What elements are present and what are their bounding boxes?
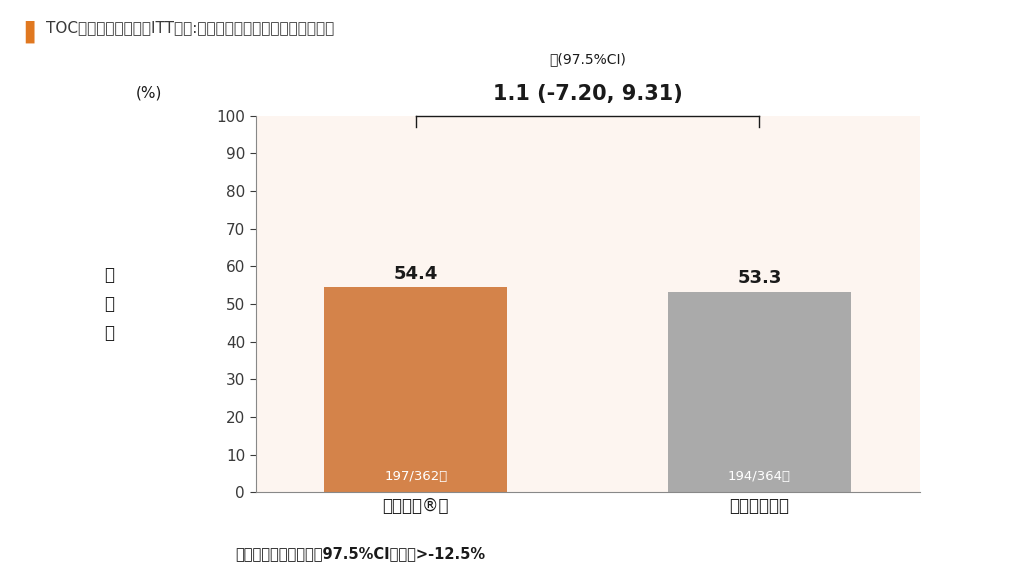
Text: (%): (%) bbox=[136, 86, 162, 101]
Text: ▌: ▌ bbox=[26, 20, 43, 43]
Text: 1.1 (-7.20, 9.31): 1.1 (-7.20, 9.31) bbox=[493, 84, 683, 104]
Text: 非劣性マージン：両側97.5%CIの下限>-12.5%: 非劣性マージン：両側97.5%CIの下限>-12.5% bbox=[235, 547, 485, 562]
Text: TOC時点の臨床効果（ITT集団:主要評価項目、検証的解析項目）: TOC時点の臨床効果（ITT集団:主要評価項目、検証的解析項目） bbox=[46, 20, 334, 35]
Text: 差(97.5%CI): 差(97.5%CI) bbox=[549, 53, 626, 67]
Text: 53.3: 53.3 bbox=[737, 269, 782, 287]
Text: 54.4: 54.4 bbox=[393, 265, 438, 283]
Text: 194/364例: 194/364例 bbox=[728, 470, 791, 483]
Text: 有
効
率: 有 効 率 bbox=[104, 266, 114, 342]
Bar bbox=[667, 292, 851, 492]
Text: 197/362例: 197/362例 bbox=[384, 470, 448, 483]
Bar bbox=[324, 287, 508, 492]
